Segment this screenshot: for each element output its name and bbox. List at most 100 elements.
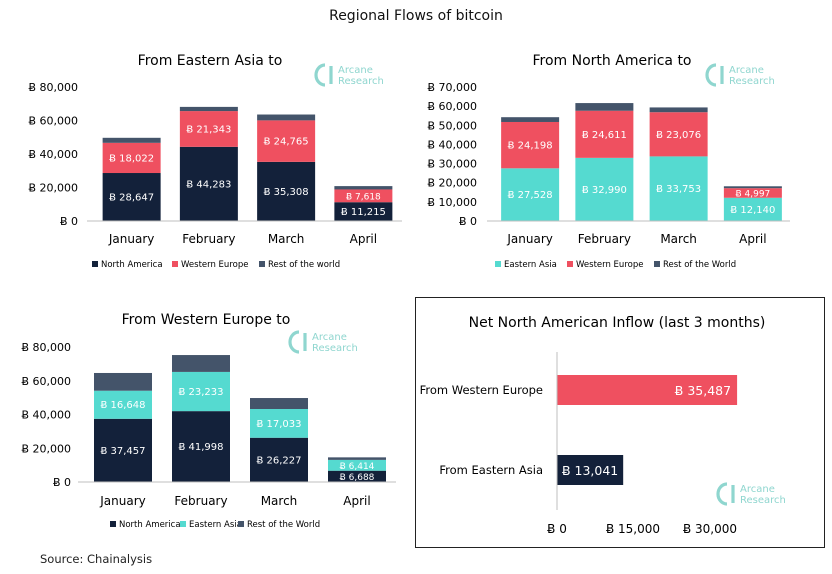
- bar-eastern-asia: [250, 408, 308, 438]
- legend-swatch: [110, 521, 116, 527]
- bar-western-europe: [501, 121, 560, 169]
- bar-north-america: [172, 411, 230, 482]
- data-label: Ƀ 17,033: [256, 419, 301, 430]
- chart-title: From North America to: [533, 53, 692, 69]
- data-label: Ƀ 18,022: [109, 153, 154, 164]
- y-tick-label: Ƀ 40,000: [427, 138, 477, 151]
- data-label: Ƀ 7,618: [346, 192, 381, 202]
- chart-title: Net North American Inflow (last 3 months…: [469, 315, 766, 331]
- data-label: Ƀ 24,765: [264, 137, 309, 148]
- data-label: Ƀ 4,997: [735, 189, 770, 199]
- data-label: Ƀ 27,528: [508, 190, 553, 201]
- bar-eastern-asia: [575, 157, 634, 221]
- arcane-logo-icon: [288, 330, 300, 354]
- legend-swatch: [238, 521, 244, 527]
- data-label: Ƀ 23,076: [656, 130, 701, 141]
- arcane-logo-icon: [314, 63, 326, 87]
- y-tick-label: Ƀ 80,000: [21, 341, 71, 354]
- legend-swatch: [92, 261, 98, 267]
- y-tick-label: From Eastern Asia: [439, 463, 543, 477]
- data-label: Ƀ 24,198: [508, 141, 553, 152]
- legend-label: Rest of the World: [247, 520, 320, 530]
- legend-swatch: [495, 261, 501, 267]
- bar-eastern-asia: [649, 156, 708, 221]
- data-label: Ƀ 6,414: [340, 462, 375, 472]
- bar-rest-of-the-world: [328, 457, 386, 460]
- bar-net-inflow: [557, 455, 624, 485]
- x-tick-label: April: [739, 232, 766, 246]
- bar-north-america: [250, 437, 308, 482]
- y-tick-label: Ƀ 60,000: [28, 115, 78, 128]
- y-tick-label: Ƀ 70,000: [427, 81, 477, 94]
- y-tick-label: Ƀ 50,000: [427, 119, 477, 132]
- y-tick-label: Ƀ 20,000: [28, 182, 78, 195]
- chart-title: From Eastern Asia to: [138, 53, 283, 69]
- bar-western-europe: [102, 142, 161, 174]
- data-label: Ƀ 24,611: [582, 130, 627, 141]
- bar-eastern-asia: [172, 371, 230, 412]
- y-tick-label: Ƀ 60,000: [427, 100, 477, 113]
- y-tick-label: Ƀ 20,000: [21, 442, 71, 455]
- y-tick-label: Ƀ 40,000: [21, 409, 71, 422]
- x-tick-label: Ƀ 0: [547, 522, 567, 536]
- data-label: Ƀ 35,487: [675, 383, 731, 398]
- x-tick-label: March: [660, 232, 697, 246]
- data-label: Ƀ 28,647: [109, 193, 154, 204]
- x-tick-label: January: [99, 494, 146, 508]
- bar-eastern-asia: [328, 459, 386, 471]
- watermark-line1: Arcane: [729, 65, 764, 76]
- legend-label: Western Europe: [576, 260, 643, 270]
- data-label: Ƀ 37,457: [100, 446, 145, 457]
- x-tick-label: Ƀ 30,000: [683, 522, 737, 536]
- data-label: Ƀ 44,283: [186, 179, 231, 190]
- x-tick-label: April: [343, 494, 370, 508]
- x-tick-label: March: [261, 494, 298, 508]
- y-tick-label: Ƀ 40,000: [28, 148, 78, 161]
- arcane-logo-icon: [705, 63, 717, 87]
- watermark-line1: Arcane: [740, 484, 775, 495]
- bar-rest-of-the-world: [179, 106, 238, 112]
- y-tick-label: Ƀ 0: [53, 476, 71, 489]
- y-tick-label: Ƀ 0: [60, 215, 78, 228]
- bar-rest-of-the-world: [334, 186, 393, 190]
- watermark-line1: Arcane: [338, 65, 373, 76]
- bar-rest-of-the-world: [501, 117, 560, 122]
- y-tick-label: From Western Europe: [420, 383, 543, 397]
- legend-swatch: [180, 521, 186, 527]
- legend-label: Western Europe: [181, 260, 248, 270]
- data-label: Ƀ 32,990: [582, 185, 627, 196]
- y-tick-label: Ƀ 30,000: [427, 158, 477, 171]
- bar-north-america: [328, 470, 386, 482]
- bar-rest-of-the-world: [102, 137, 161, 143]
- watermark-line2: Research: [312, 343, 358, 354]
- data-label: Ƀ 11,215: [341, 207, 386, 218]
- watermark-line2: Research: [729, 76, 775, 87]
- page-title: Regional Flows of bitcoin: [329, 8, 503, 24]
- watermark-line2: Research: [338, 76, 384, 87]
- data-label: Ƀ 35,308: [264, 187, 309, 198]
- legend-label: Eastern Asia: [189, 520, 242, 530]
- bar-western-europe: [334, 189, 393, 203]
- x-tick-label: February: [182, 232, 235, 246]
- bar-western-europe: [179, 111, 238, 147]
- bar-north-america: [257, 161, 316, 221]
- bar-eastern-asia: [94, 390, 152, 419]
- legend-label: North America: [119, 520, 181, 530]
- legend-swatch: [172, 261, 178, 267]
- legend-label: Rest of the World: [663, 260, 736, 270]
- bar-rest-of-the-world: [257, 114, 316, 121]
- bar-rest-of-the-world: [94, 372, 152, 391]
- x-tick-label: January: [108, 232, 155, 246]
- bar-western-europe: [723, 188, 782, 198]
- x-tick-label: January: [506, 232, 553, 246]
- legend-label: North America: [101, 260, 163, 270]
- y-tick-label: Ƀ 0: [459, 215, 477, 228]
- data-label: Ƀ 21,343: [186, 124, 231, 135]
- y-tick-label: Ƀ 80,000: [28, 81, 78, 94]
- data-label: Ƀ 13,041: [562, 463, 618, 478]
- bar-north-america: [334, 202, 393, 221]
- data-label: Ƀ 41,998: [178, 442, 223, 453]
